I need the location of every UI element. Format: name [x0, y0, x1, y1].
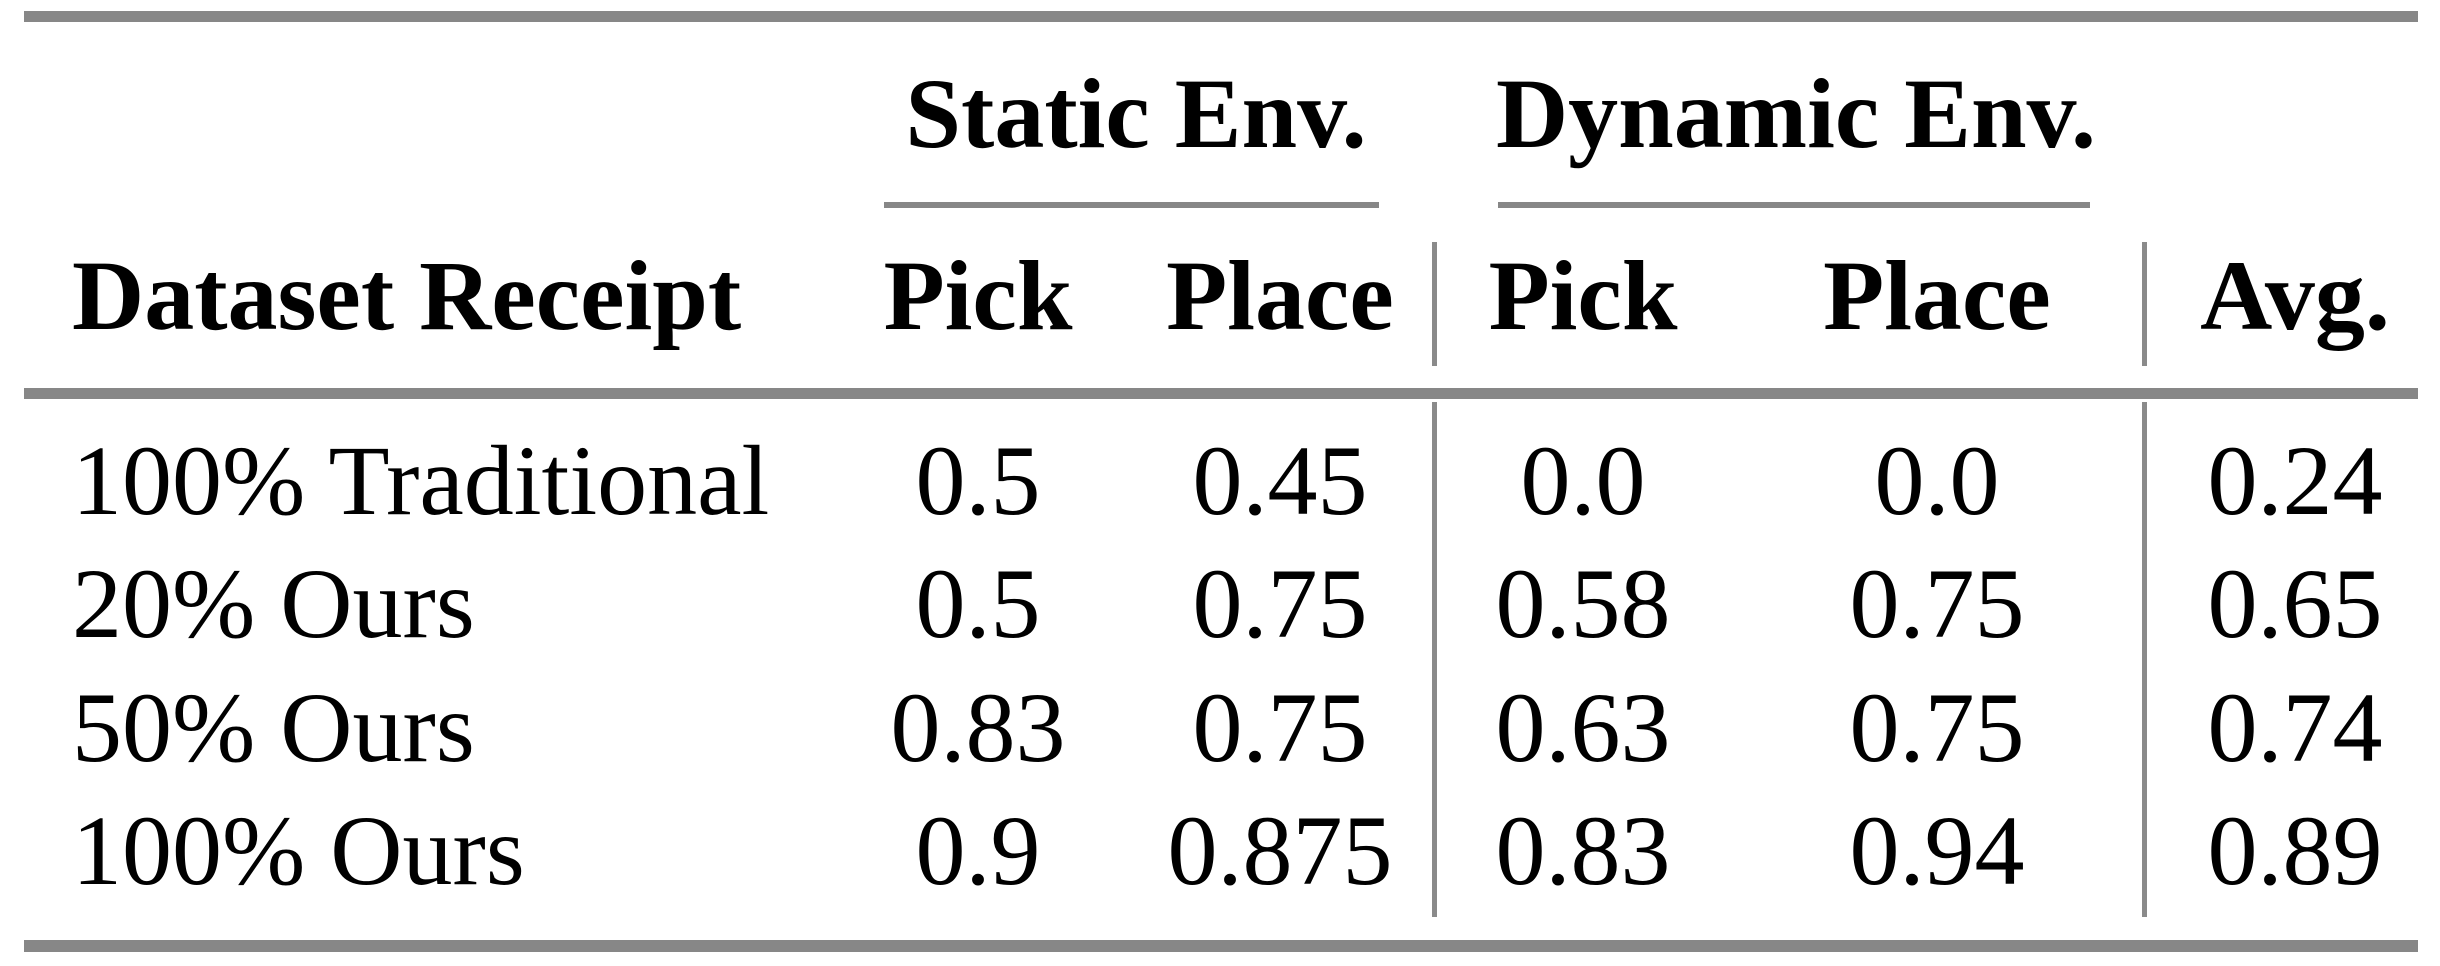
cell-static-pick: 0.5: [915, 425, 1041, 536]
cell-dynamic-place: 0.0: [1874, 425, 2000, 536]
column-header-static-pick: Pick: [883, 240, 1073, 351]
vertical-divider-dynamic-avg-body: [2142, 402, 2147, 917]
row-label: 20% Ours: [72, 548, 475, 659]
cell-static-pick: 0.9: [915, 795, 1041, 906]
table-bottom-rule: [24, 940, 2418, 952]
cell-static-place: 0.75: [1192, 548, 1368, 659]
vertical-divider-static-dynamic-body: [1432, 402, 1437, 917]
cell-avg: 0.74: [2207, 672, 2383, 783]
column-header-dataset-receipt: Dataset Receipt: [72, 240, 742, 351]
column-header-static-place: Place: [1166, 240, 1394, 351]
vertical-divider-dynamic-avg-header: [2142, 242, 2147, 366]
cell-avg: 0.65: [2207, 548, 2383, 659]
row-label: 100% Traditional: [72, 425, 770, 536]
row-label: 100% Ours: [72, 795, 525, 906]
cell-static-place: 0.75: [1192, 672, 1368, 783]
table-header-rule: [24, 388, 2418, 399]
cell-avg: 0.89: [2207, 795, 2383, 906]
row-label: 50% Ours: [72, 672, 475, 783]
cell-dynamic-pick: 0.0: [1520, 425, 1646, 536]
static-env-underline: [884, 202, 1379, 208]
cell-dynamic-place: 0.75: [1849, 548, 2025, 659]
cell-static-pick: 0.83: [890, 672, 1066, 783]
cell-dynamic-pick: 0.83: [1495, 795, 1671, 906]
cell-dynamic-place: 0.75: [1849, 672, 2025, 783]
cell-dynamic-place: 0.94: [1849, 795, 2025, 906]
cell-static-place: 0.875: [1167, 795, 1393, 906]
cell-avg: 0.24: [2207, 425, 2383, 536]
table-top-rule: [24, 11, 2418, 22]
cell-static-pick: 0.5: [915, 548, 1041, 659]
column-header-avg: Avg.: [2200, 240, 2390, 351]
cell-dynamic-pick: 0.63: [1495, 672, 1671, 783]
column-header-dynamic-pick: Pick: [1488, 240, 1678, 351]
vertical-divider-static-dynamic-header: [1432, 242, 1437, 366]
group-header-dynamic-env: Dynamic Env.: [1495, 58, 2097, 169]
group-header-static-env: Static Env.: [905, 58, 1367, 169]
cell-static-place: 0.45: [1192, 425, 1368, 536]
dynamic-env-underline: [1498, 202, 2090, 208]
column-header-dynamic-place: Place: [1823, 240, 2051, 351]
cell-dynamic-pick: 0.58: [1495, 548, 1671, 659]
